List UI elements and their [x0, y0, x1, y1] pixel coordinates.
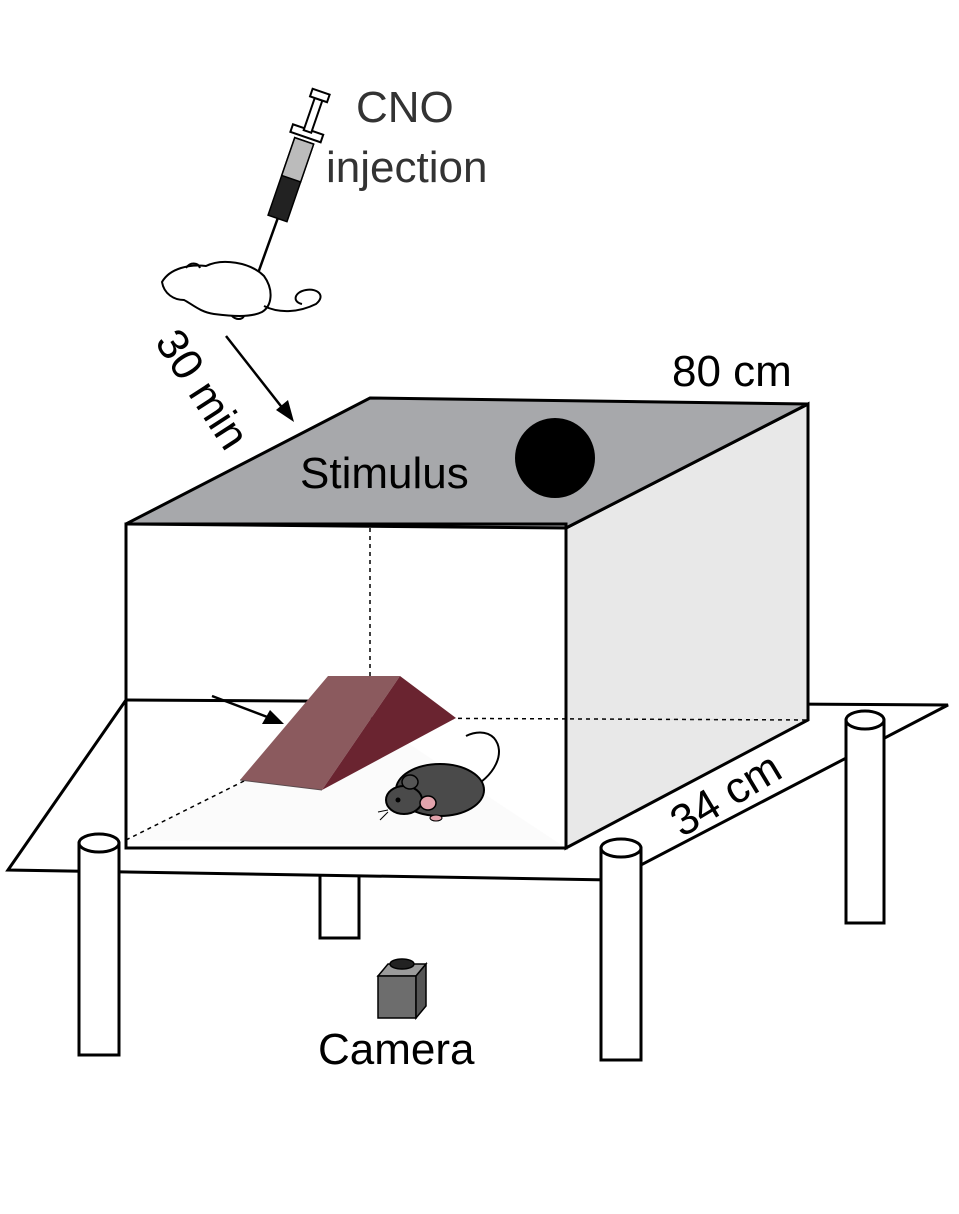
syringe-icon [250, 87, 331, 291]
shelter [239, 676, 456, 791]
shelter-arrow [211, 694, 284, 724]
mouse-outline-icon [160, 260, 322, 320]
delay-arrow [225, 335, 294, 422]
camera-label: Camera [318, 1025, 475, 1074]
delay-label: 30 min [146, 321, 259, 458]
mouse-icon [377, 731, 500, 822]
table-leg-front-left [77, 832, 121, 1057]
table-leg-front-right [599, 837, 643, 1062]
arena-front-wall [124, 522, 568, 850]
table-leg-back-right [844, 709, 886, 925]
camera-icon [376, 958, 428, 1021]
injection-label-line2: injection [326, 143, 487, 192]
arena-back-wall [370, 528, 566, 848]
arena: Stimulus 80 cm 34 cm [124, 347, 810, 851]
injection-label-line1: CNO [356, 83, 454, 132]
arena-top-screen [125, 396, 809, 530]
stimulus-label: Stimulus [300, 449, 469, 498]
table-leg-back-left [318, 868, 361, 940]
length-label: 80 cm [672, 347, 792, 396]
stimulus-disc-icon [515, 418, 595, 498]
